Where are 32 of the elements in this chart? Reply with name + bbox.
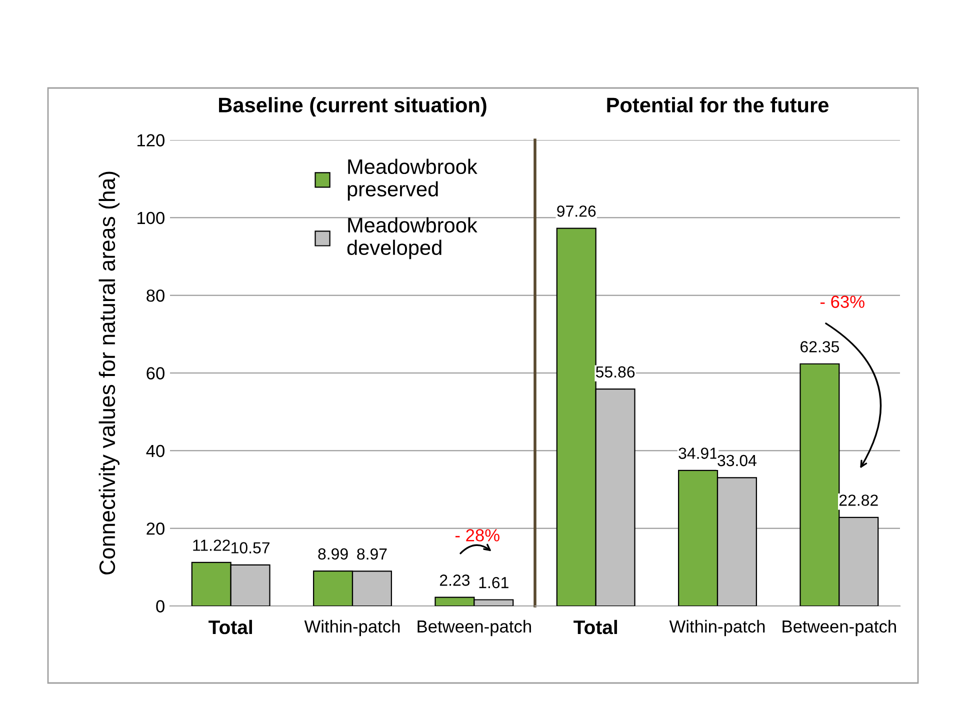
y-tick-label: 0 <box>156 600 164 612</box>
chart-title: Potential for the future <box>607 97 828 112</box>
data-label: 1.61 <box>479 576 508 588</box>
x-tick-label: Total <box>574 620 617 634</box>
data-label: 55.86 <box>596 366 635 378</box>
x-tick-label: Between-patch <box>418 620 531 636</box>
data-label: 22.82 <box>839 494 878 506</box>
annotation: - 28% <box>455 529 500 542</box>
data-label: 10.57 <box>232 542 270 554</box>
data-label: 11.22 <box>193 540 230 551</box>
y-tick-label: 60 <box>146 367 164 380</box>
legend-label: Meadowbrook preserved <box>348 158 478 201</box>
y-tick-label: 20 <box>146 522 164 535</box>
y-axis-title: Connectivity values for natural areas (ha) <box>98 172 120 574</box>
data-label: 97.26 <box>557 206 596 217</box>
data-label: 34.91 <box>678 448 718 459</box>
data-label: 2.23 <box>440 574 470 586</box>
x-tick-label: Total <box>208 620 252 634</box>
y-tick-label: 80 <box>146 290 164 302</box>
data-label: 8.97 <box>357 548 387 560</box>
x-tick-label: Within-patch <box>304 620 400 636</box>
legend-label: Meadowbrook developed <box>347 217 478 260</box>
data-label: 62.35 <box>800 341 840 352</box>
annotation: - 63% <box>820 296 864 308</box>
y-tick-label: 120 <box>138 134 164 146</box>
y-tick-label: 40 <box>146 444 164 458</box>
x-tick-label: Within-patch <box>669 620 765 636</box>
y-tick-label: 100 <box>138 212 164 224</box>
data-label: 33.04 <box>718 454 756 466</box>
chart-title: Baseline (current situation) <box>219 97 486 117</box>
data-label: 8.99 <box>318 548 348 560</box>
x-tick-label: Between-patch <box>782 620 896 636</box>
